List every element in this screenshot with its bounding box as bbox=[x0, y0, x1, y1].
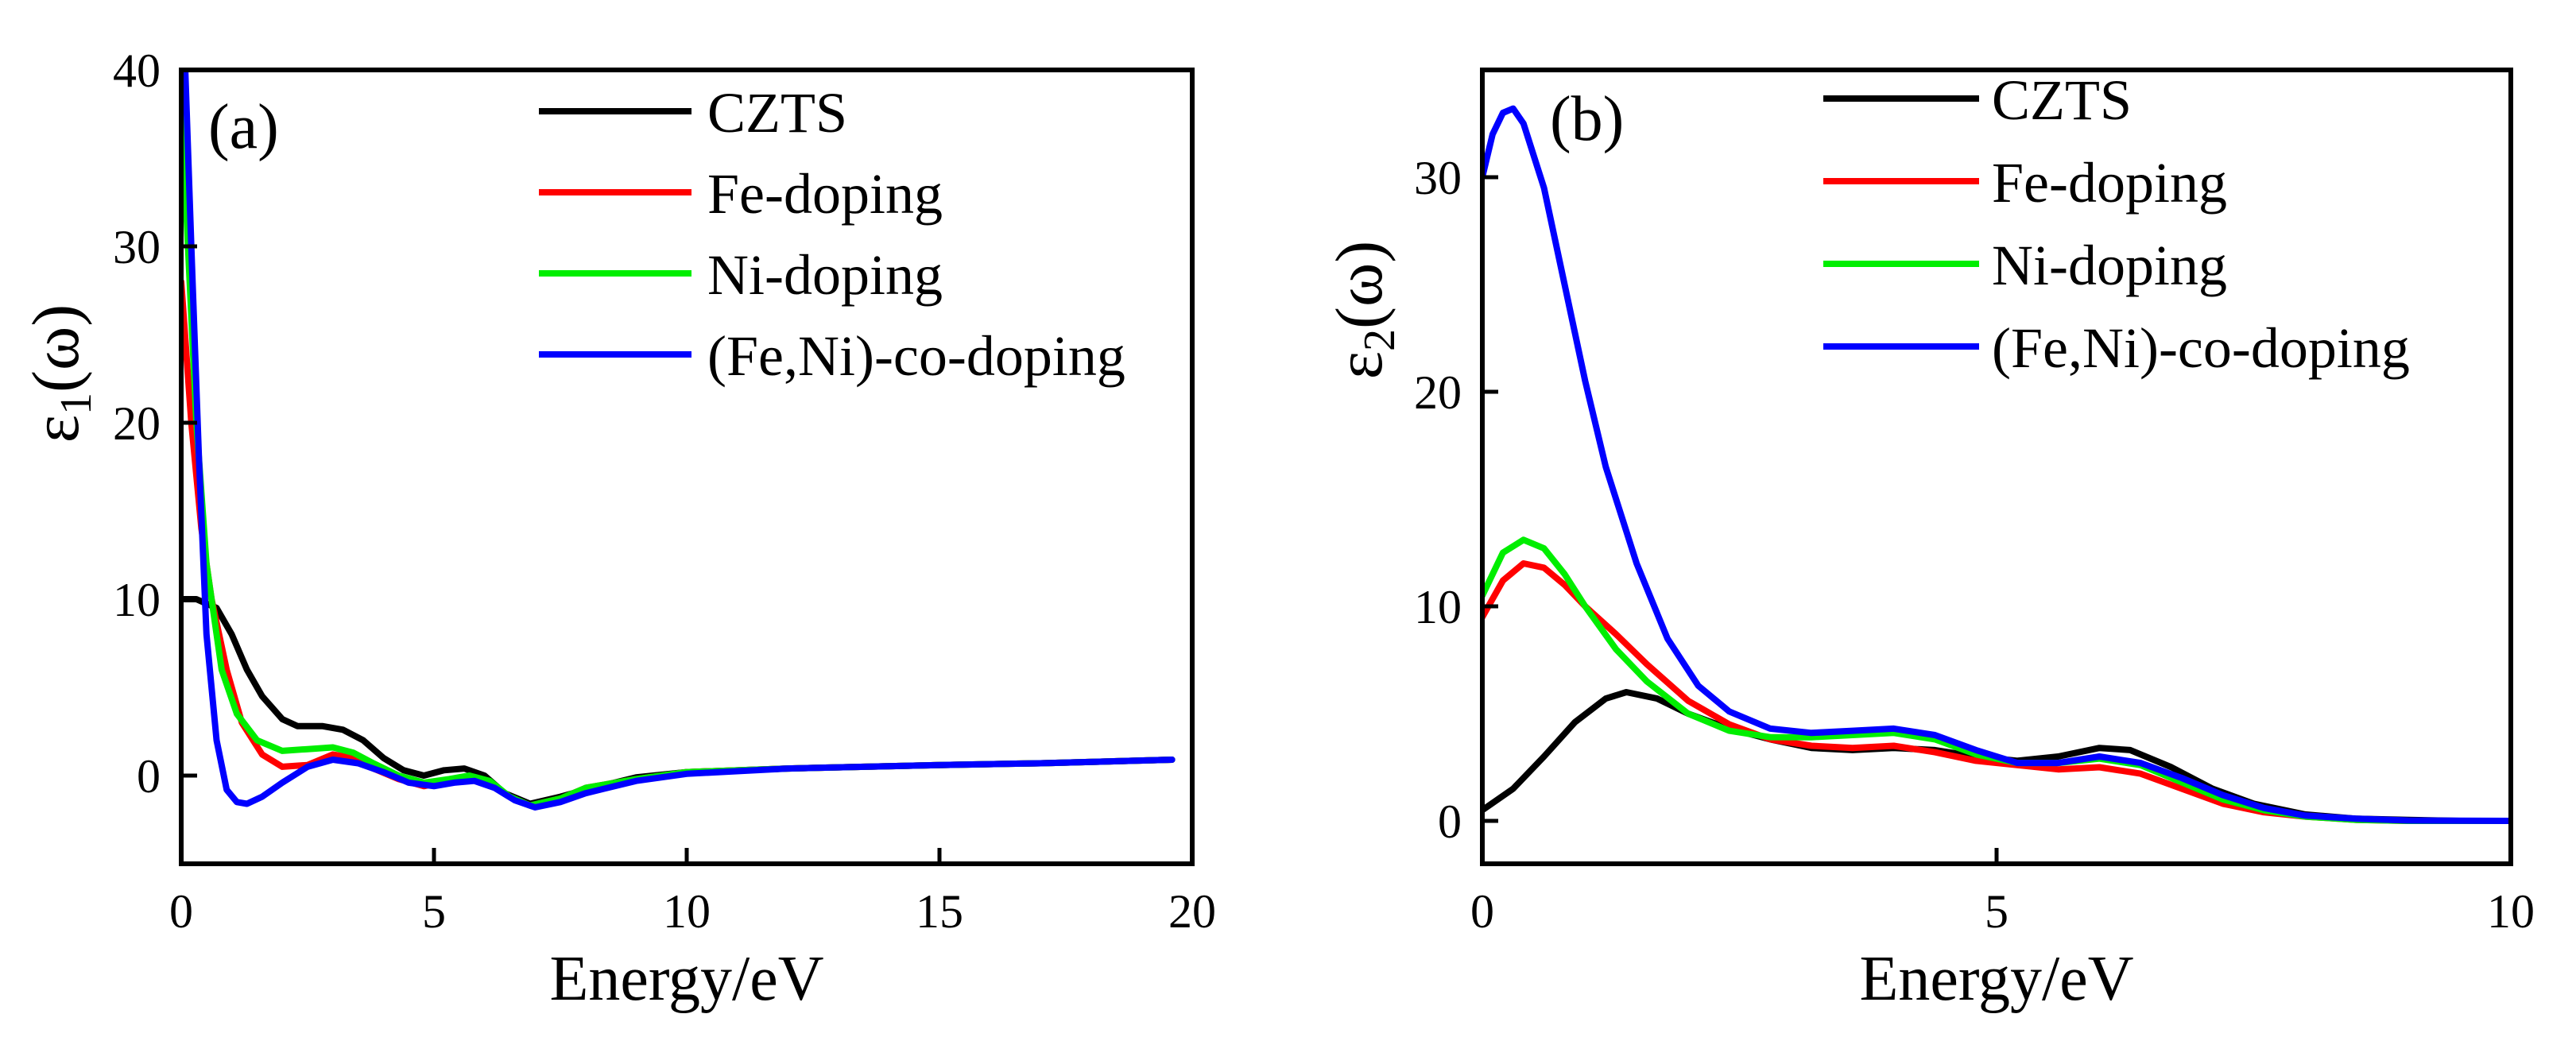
panel-b-y-tick-label-10: 10 bbox=[1414, 581, 1462, 633]
panel-b-y-tick-label-30: 30 bbox=[1414, 152, 1462, 204]
panel-a-x-tick-label-5: 5 bbox=[422, 885, 446, 938]
panel-a-legend-label-fe-doping: Fe-doping bbox=[707, 162, 943, 226]
panel-a-legend-label-co-doping: (Fe,Ni)-co-doping bbox=[707, 324, 1125, 388]
panel-a-series-ni-doping bbox=[181, 70, 1176, 809]
panel-b-x-tick-label-10: 10 bbox=[2487, 885, 2535, 938]
panel-a-y-tick-label-40: 40 bbox=[113, 45, 161, 97]
panel-a-epsilon1-chart: 0 5 10 15 20 0 10 20 30 40 (a) Energy/eV ε1(ω) CZ… bbox=[19, 45, 1216, 1014]
panel-a-legend-label-czts: CZTS bbox=[707, 81, 847, 145]
panel-a-y-tick-label-0: 0 bbox=[137, 750, 161, 803]
panel-a-y-tick-label-10: 10 bbox=[113, 574, 161, 626]
panel-a-series-fe-ni-co-doping bbox=[182, 70, 1176, 811]
panel-a-label: (a) bbox=[208, 92, 279, 162]
panel-b-series-group bbox=[1482, 105, 2511, 824]
panel-a-legend-label-ni-doping: Ni-doping bbox=[707, 243, 943, 307]
panel-a-legend-item-czts: CZTS bbox=[539, 81, 847, 145]
panel-b-legend-item-fe-doping: Fe-doping bbox=[1823, 151, 2227, 215]
panel-a-series-group bbox=[181, 70, 1176, 811]
panel-a-x-tick-label-15: 15 bbox=[916, 885, 963, 938]
panel-b-legend-label-czts: CZTS bbox=[1992, 68, 2132, 132]
panel-b-legend-item-ni-doping: Ni-doping bbox=[1823, 234, 2227, 297]
panel-a-legend: CZTS Fe-doping Ni-doping (Fe,Ni)-co-dopi… bbox=[539, 81, 1125, 388]
panel-a-x-tick-label-10: 10 bbox=[663, 885, 711, 938]
panel-b-legend: CZTS Fe-doping Ni-doping (Fe,Ni)-co-dopi… bbox=[1823, 68, 2410, 380]
panel-a-legend-item-ni-doping: Ni-doping bbox=[539, 243, 943, 307]
panel-a-legend-item-co-doping: (Fe,Ni)-co-doping bbox=[539, 324, 1125, 388]
panel-a-tick-marks: 0 5 10 15 20 0 10 20 30 40 bbox=[113, 45, 1216, 938]
panel-a-x-tick-label-20: 20 bbox=[1168, 885, 1216, 938]
panel-a-x-tick-label-0: 0 bbox=[169, 885, 193, 938]
panel-b-y-tick-label-0: 0 bbox=[1438, 795, 1462, 848]
panel-a-x-axis-title: Energy/eV bbox=[549, 944, 823, 1014]
panel-a-legend-item-fe-doping: Fe-doping bbox=[539, 162, 943, 226]
panel-a-y-tick-label-30: 30 bbox=[113, 221, 161, 273]
panel-b-legend-label-fe-doping: Fe-doping bbox=[1992, 151, 2227, 215]
panel-b-label: (b) bbox=[1550, 84, 1624, 154]
panel-b-epsilon2-chart: 0 5 10 0 10 20 30 (b) Energy/eV ε2(ω) CZTS Fe-… bbox=[1323, 68, 2535, 1014]
panel-b-series-fe-ni-co-doping bbox=[1482, 105, 2511, 824]
panel-b-tick-marks: 0 5 10 0 10 20 30 bbox=[1414, 152, 2535, 938]
panel-b-y-tick-label-20: 20 bbox=[1414, 366, 1462, 419]
panel-b-legend-label-ni-doping: Ni-doping bbox=[1992, 234, 2227, 297]
panel-b-x-tick-label-5: 5 bbox=[1985, 885, 2009, 938]
panel-b-legend-label-co-doping: (Fe,Ni)-co-doping bbox=[1992, 316, 2410, 380]
panel-b-y-axis-title: ε2(ω) bbox=[1323, 241, 1404, 380]
panel-a-y-tick-label-20: 20 bbox=[113, 397, 161, 450]
panel-b-legend-item-czts: CZTS bbox=[1823, 68, 2132, 132]
panel-a-y-axis-title: ε1(ω) bbox=[19, 304, 101, 443]
panel-b-x-tick-label-0: 0 bbox=[1470, 885, 1494, 938]
panel-b-legend-item-co-doping: (Fe,Ni)-co-doping bbox=[1823, 316, 2410, 380]
panel-b-x-axis-title: Energy/eV bbox=[1859, 944, 2133, 1014]
panel-b-series-ni-doping bbox=[1482, 536, 2511, 824]
